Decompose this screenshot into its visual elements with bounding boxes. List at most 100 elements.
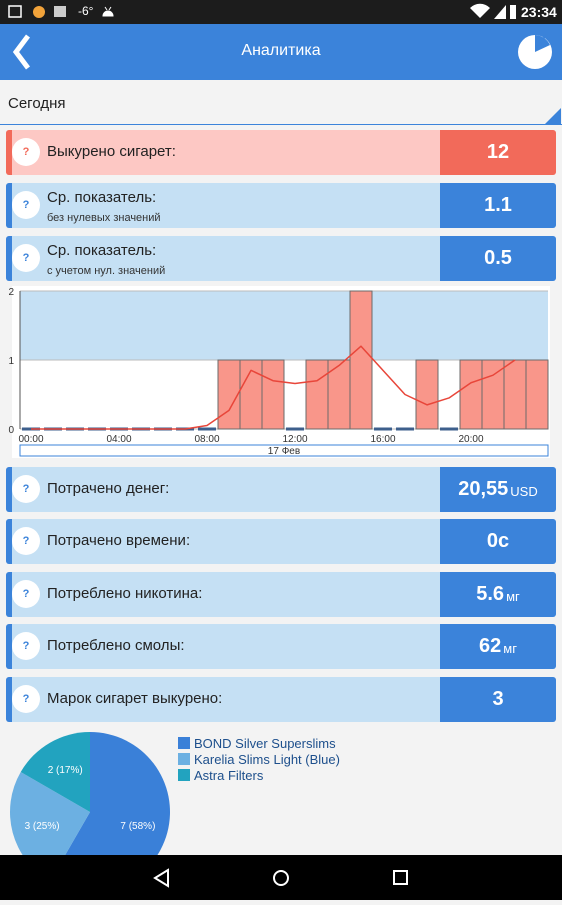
clock: 23:34 [521, 4, 557, 20]
stat-row: ? Потрачено времени: 0с [6, 519, 556, 564]
help-button[interactable]: ? [12, 580, 40, 608]
stat-value-box: 0.5 [440, 236, 556, 281]
stat-unit: мг [503, 641, 517, 656]
row-strip [6, 183, 12, 228]
row-strip [6, 130, 12, 175]
stat-value-box: 12 [440, 130, 556, 175]
bar [374, 427, 392, 431]
x-axis-title: 17 Фев [268, 446, 300, 457]
row-strip [6, 677, 12, 722]
stat-value-box: 3 [440, 677, 556, 722]
stat-value: 0с [486, 530, 510, 552]
dropdown-indicator [545, 108, 561, 124]
back-button[interactable] [8, 32, 38, 72]
help-button[interactable]: ? [12, 138, 40, 166]
legend-label: Astra Filters [194, 767, 264, 783]
pie-slice [20, 732, 90, 812]
x-tick-label: 12:00 [282, 434, 307, 445]
upper-band [20, 291, 548, 360]
stat-sublabel: без нулевых значений [47, 212, 161, 224]
stat-value: 0.5 [484, 247, 512, 269]
app-bar: Аналитика [0, 24, 562, 80]
pie-slice [10, 772, 90, 855]
nav-home[interactable] [273, 870, 289, 886]
legend-item: Astra Filters [178, 767, 340, 783]
stat-value: 62 [479, 635, 502, 657]
brand-pie: 7 (58%) 3 (25%) 2 (17%) [10, 732, 170, 855]
stat-row: ? Выкурено сигарет: 12 [6, 130, 556, 175]
help-button[interactable]: ? [12, 632, 40, 660]
y-tick-label: 1 [8, 356, 14, 367]
slice-label: 7 (58%) [120, 821, 155, 832]
stat-label: Ср. показатель: [47, 242, 157, 259]
period-filter[interactable]: Сегодня [0, 80, 562, 125]
bar [217, 359, 241, 430]
system-icons [470, 3, 516, 19]
stat-label: Потрачено времени: [47, 532, 191, 549]
y-tick-label: 0 [8, 425, 14, 436]
bar [396, 427, 414, 431]
stat-sublabel: с учетом нул. значений [47, 265, 166, 277]
bar [305, 359, 329, 430]
stat-row: ? Марок сигарет выкурено: 3 [6, 677, 556, 722]
stat-unit: мг [506, 589, 520, 604]
legend-label: Karelia Slims Light (Blue) [194, 751, 340, 767]
stat-value: 20,55 [458, 478, 509, 500]
help-button[interactable]: ? [12, 527, 40, 555]
row-strip [6, 572, 12, 617]
x-tick-label: 08:00 [194, 434, 219, 445]
y-tick-label: 2 [8, 287, 14, 298]
stat-row: ? Потрачено денег: 20,55 USD [6, 467, 556, 512]
legend-label: BOND Silver Superslims [194, 735, 336, 751]
row-strip [6, 519, 12, 564]
legend-swatch [178, 737, 190, 749]
row-strip [6, 624, 12, 669]
status-bar: -6° 23:34 [0, 0, 562, 24]
legend-swatch [178, 753, 190, 765]
help-button[interactable]: ? [12, 475, 40, 503]
temperature: -6° [78, 4, 94, 18]
screen-title: Аналитика [241, 42, 321, 59]
legend-item: BOND Silver Superslims [178, 735, 340, 751]
stat-value-box: 62 мг [440, 624, 556, 669]
help-button[interactable]: ? [12, 685, 40, 713]
nav-back[interactable] [153, 868, 169, 888]
bar [503, 359, 527, 430]
row-strip [6, 467, 12, 512]
bar [525, 359, 549, 430]
stat-label: Марок сигарет выкурено: [47, 690, 223, 707]
stat-value-box: 20,55 USD [440, 467, 556, 512]
hourly-chart: 0 1 2 00:00 04:00 08:00 12:00 16:00 20:00 17 Фев [8, 286, 550, 458]
stat-label: Потрачено денег: [47, 480, 170, 497]
stat-label: Ср. показатель: [47, 189, 157, 206]
stat-value-box: 0с [440, 519, 556, 564]
stat-row: ? Ср. показатель: с учетом нул. значений 0.… [6, 236, 556, 281]
bar [261, 359, 285, 430]
stat-label: Выкурено сигарет: [47, 143, 176, 160]
date-box [19, 444, 549, 457]
bar [440, 427, 458, 431]
slice-label: 3 (25%) [25, 821, 60, 832]
stat-row: ? Потреблено смолы: 62 мг [6, 624, 556, 669]
x-tick-label: 16:00 [370, 434, 395, 445]
pie-legend: BOND Silver Superslims Karelia Slims Ligh… [178, 735, 340, 783]
help-button[interactable]: ? [12, 191, 40, 219]
stat-value-box: 1.1 [440, 183, 556, 228]
stat-value: 3 [492, 688, 504, 710]
stat-row: ? Потреблено никотина: 5.6 мг [6, 572, 556, 617]
stat-label: Потреблено никотина: [47, 585, 203, 602]
pie-slice [65, 732, 170, 855]
row-strip [6, 236, 12, 281]
legend-swatch [178, 769, 190, 781]
legend-item: Karelia Slims Light (Blue) [178, 751, 340, 767]
stat-value: 1.1 [484, 194, 512, 216]
bar [415, 359, 439, 430]
chart-button[interactable] [515, 32, 555, 72]
period-label: Сегодня [8, 95, 66, 112]
stat-value: 5.6 [476, 583, 505, 605]
slice-label: 2 (17%) [48, 765, 83, 776]
help-button[interactable]: ? [12, 244, 40, 272]
nav-recent[interactable] [393, 870, 408, 885]
stat-unit: USD [510, 484, 538, 499]
